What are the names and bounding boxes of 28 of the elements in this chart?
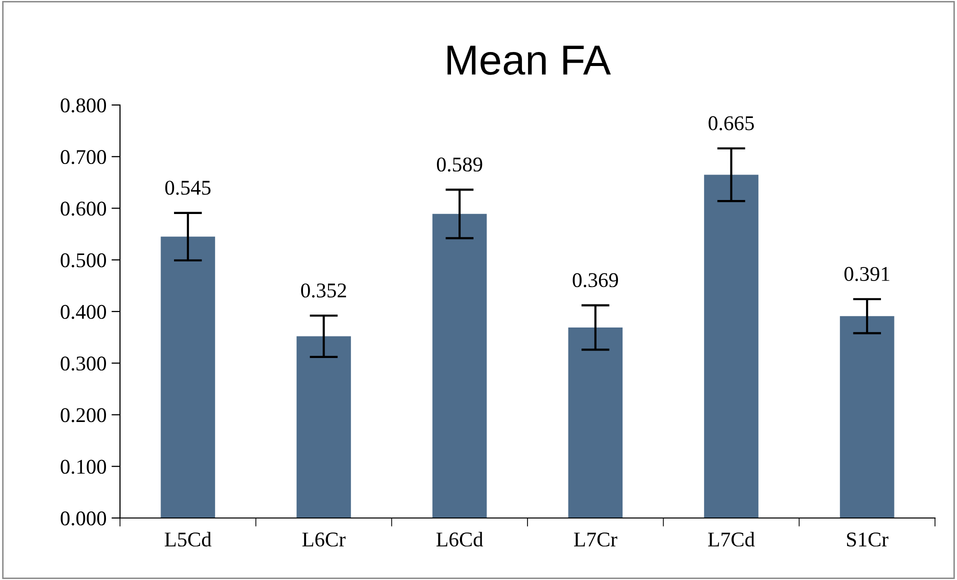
data-label: 0.665 [708, 116, 754, 130]
data-label: 0.352 [301, 283, 346, 298]
bar [840, 316, 894, 518]
x-tick-label: L6Cd [436, 532, 484, 547]
data-label: 0.391 [844, 266, 890, 282]
x-tick-label: S1Cr [847, 532, 888, 547]
chart-title: Mean FA [448, 46, 611, 75]
y-tick-label: 0.200 [60, 408, 106, 422]
y-tick-label: 0.500 [60, 253, 106, 268]
x-tick-label: L7Cr [574, 532, 618, 547]
y-tick-label: 0.000 [60, 511, 106, 526]
bar [160, 236, 216, 518]
bar [568, 328, 623, 518]
y-tick-label: 0.700 [60, 150, 106, 164]
x-tick-label: L5Cd [164, 532, 212, 547]
x-tick-label: L6Cr [302, 532, 346, 547]
y-tick-label: 0.600 [60, 202, 106, 216]
data-label: 0.369 [572, 273, 618, 288]
data-label: 0.589 [436, 157, 482, 172]
x-tick-label: L7Cd [708, 532, 755, 547]
bar [432, 214, 487, 518]
bar [296, 336, 351, 518]
y-tick-label: 0.300 [60, 356, 106, 371]
y-tick-label: 0.400 [60, 304, 106, 320]
data-label: 0.545 [165, 180, 211, 195]
bar [704, 174, 758, 518]
y-tick-label: 0.800 [60, 98, 106, 113]
y-tick-label: 0.100 [60, 460, 106, 474]
